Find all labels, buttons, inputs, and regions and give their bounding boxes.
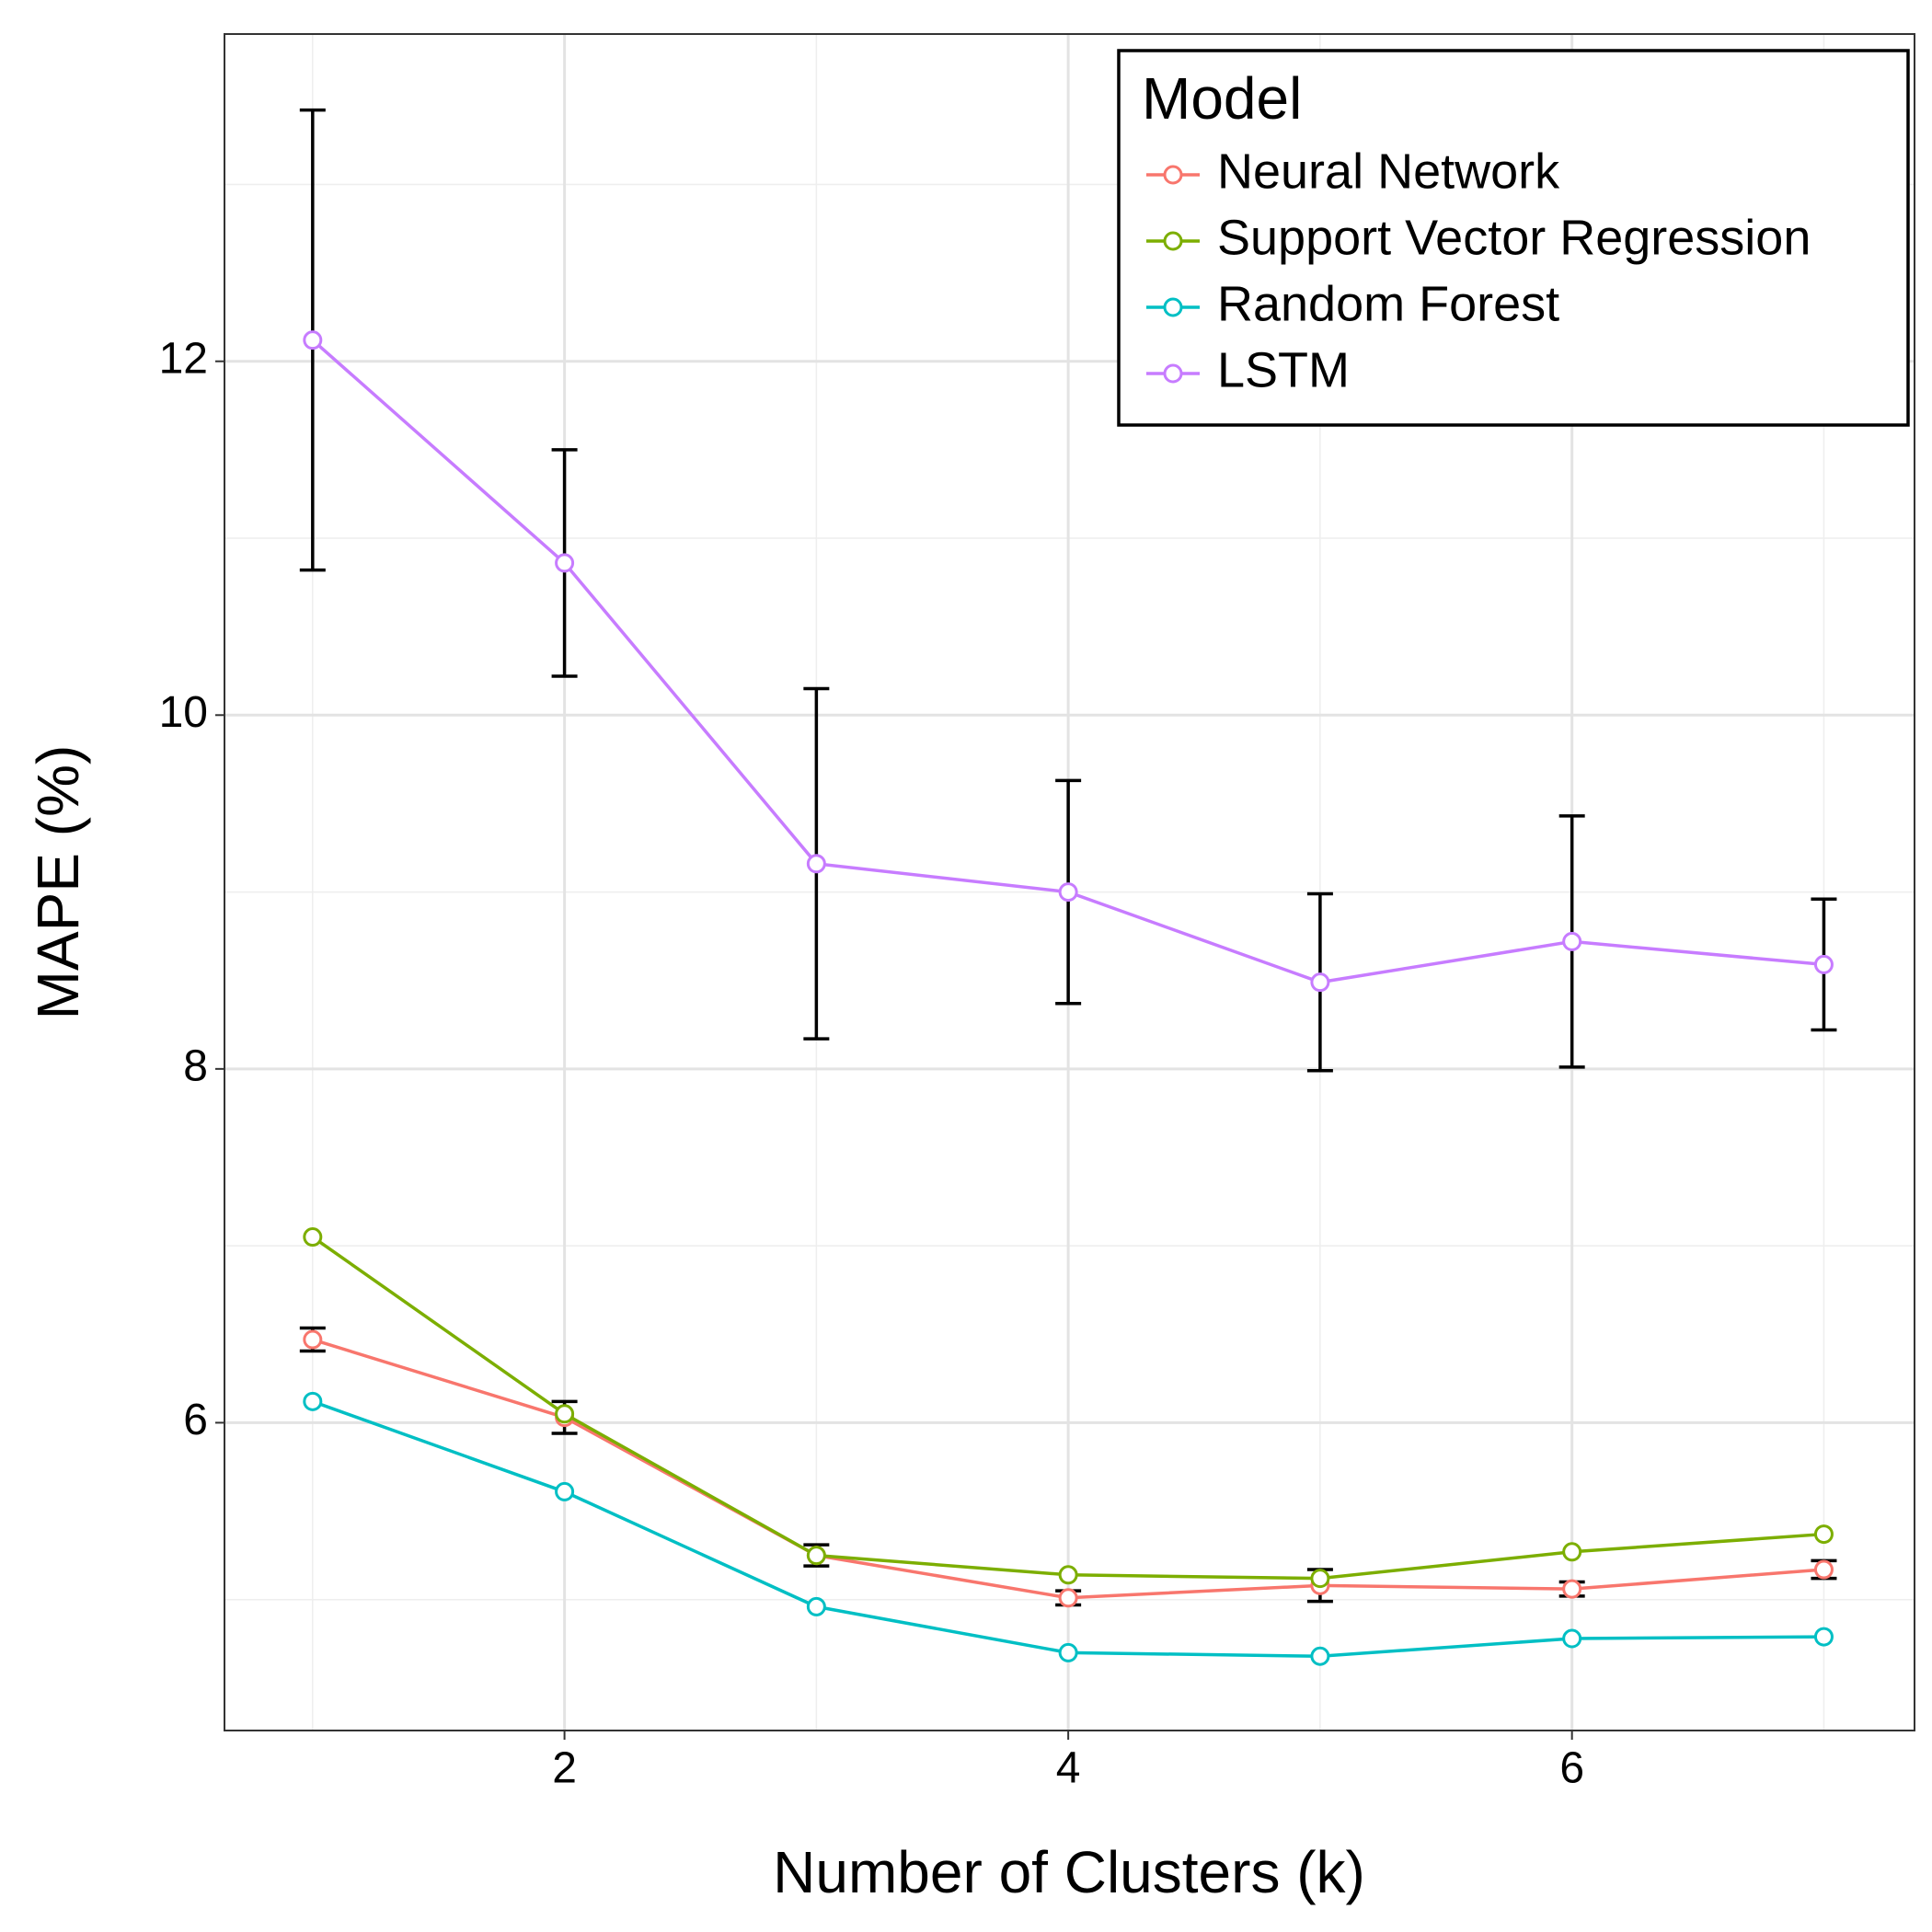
legend-point	[1163, 297, 1183, 317]
point	[1813, 1524, 1834, 1545]
point	[1310, 1569, 1330, 1589]
legend-label: Support Vector Regression	[1217, 210, 1811, 265]
legend-point	[1163, 165, 1183, 185]
point	[1562, 1542, 1582, 1562]
legend-point	[1163, 231, 1183, 251]
y-tick-label: 8	[183, 1042, 208, 1091]
x-axis-title: Number of Clusters (k)	[773, 1839, 1365, 1905]
point	[1813, 1627, 1834, 1647]
y-tick-label: 6	[183, 1396, 208, 1444]
legend-point	[1163, 363, 1183, 384]
x-tick-label: 4	[1056, 1744, 1081, 1793]
point	[1562, 931, 1582, 951]
point	[555, 1404, 575, 1424]
point	[1058, 1588, 1078, 1608]
point	[555, 553, 575, 573]
point	[806, 854, 826, 874]
point	[303, 1329, 323, 1350]
point	[1562, 1628, 1582, 1649]
legend-label: LSTM	[1217, 342, 1350, 397]
point	[555, 1481, 575, 1501]
x-tick-label: 2	[552, 1744, 577, 1793]
point	[806, 1546, 826, 1566]
point	[303, 330, 323, 351]
legend-title: Model	[1142, 65, 1302, 132]
point	[1813, 954, 1834, 974]
legend-label: Random Forest	[1217, 276, 1559, 331]
x-tick-label: 6	[1559, 1744, 1584, 1793]
y-tick-label: 12	[159, 334, 208, 383]
point	[1310, 1646, 1330, 1666]
point	[806, 1596, 826, 1616]
point	[1310, 972, 1330, 993]
point	[1058, 1642, 1078, 1662]
panel-border	[224, 33, 1915, 1731]
y-tick-label: 10	[159, 688, 208, 737]
point	[1058, 1565, 1078, 1585]
point	[1562, 1579, 1582, 1599]
point	[1058, 882, 1078, 903]
legend-label: Neural Network	[1217, 144, 1560, 199]
point	[1813, 1559, 1834, 1580]
point	[303, 1391, 323, 1411]
point	[303, 1227, 323, 1248]
y-axis-title: MAPE (%)	[25, 745, 91, 1020]
legend-box	[1117, 49, 1910, 427]
